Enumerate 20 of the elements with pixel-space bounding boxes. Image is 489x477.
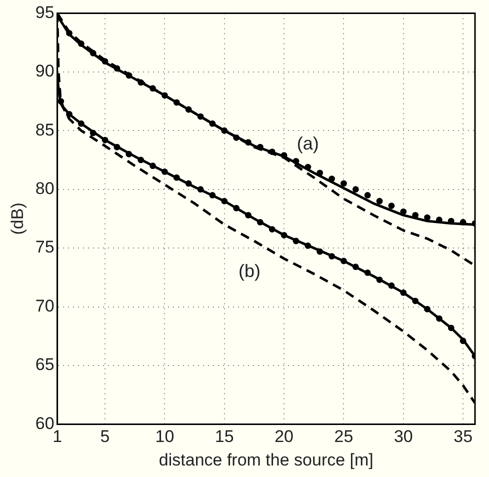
annotation: (a) [296,134,319,154]
x-tick-label: 5 [100,427,110,446]
x-tick-label: 10 [155,427,174,446]
annotation: (b) [238,261,260,282]
y-axis-title: (dB) [8,202,27,235]
x-tick-label: 35 [454,427,473,446]
x-tick-label: 20 [274,427,294,446]
y-tick-label: 75 [35,238,54,257]
y-tick-label: 85 [35,120,54,140]
x-tick-label: 1 [52,427,62,446]
x-tick-label: 30 [394,427,413,446]
y-tick-label: 90 [35,62,54,81]
x-tick-label: 25 [334,427,354,446]
x-tick-label: 15 [214,427,234,446]
y-tick-label: 60 [35,414,54,433]
y-tick-label: 80 [35,179,54,198]
x-axis-title: distance from the source [m] [158,450,374,470]
y-tick-label: 65 [35,355,54,374]
y-tick-label: 70 [35,296,54,316]
y-tick-label: 95 [35,2,54,22]
